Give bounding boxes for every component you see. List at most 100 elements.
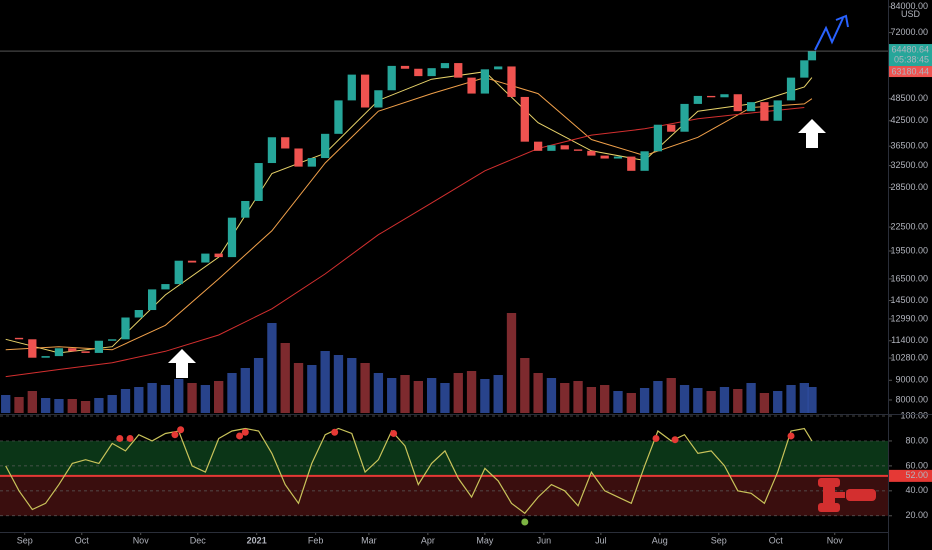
candle — [494, 66, 503, 70]
candle — [321, 133, 330, 159]
volume-bar — [14, 397, 24, 413]
x-tick-label: Mar — [361, 535, 377, 545]
volume-bar — [666, 378, 676, 413]
candle — [507, 66, 516, 97]
candle — [760, 102, 769, 121]
volume-bar — [54, 399, 64, 413]
candle — [81, 351, 90, 353]
candle — [68, 348, 77, 352]
candle — [14, 337, 24, 340]
y-tick-label: 12990.00 — [890, 313, 928, 323]
volume-bar — [373, 373, 384, 413]
signal-dot — [787, 432, 795, 440]
tool-icon — [818, 478, 876, 512]
y-tick-label: 20.00 — [905, 510, 928, 520]
y-tick-label: 14500.00 — [890, 295, 928, 305]
volume-bar — [107, 395, 117, 413]
volume-bar — [200, 385, 211, 413]
volume-bar — [466, 371, 477, 413]
volume-bar — [267, 323, 277, 413]
level-label: 52.00 — [905, 470, 928, 480]
candle — [41, 356, 50, 358]
volume-bar — [227, 373, 237, 413]
volume-bar — [120, 389, 131, 413]
signal-dot — [177, 426, 185, 434]
y-tick-label: 22500.00 — [890, 221, 928, 231]
candle — [533, 141, 543, 151]
candle — [214, 253, 223, 258]
volume-bar — [799, 383, 809, 413]
volume-bar — [440, 383, 450, 413]
moving-average — [5, 77, 813, 351]
y-tick-label: 40.00 — [905, 485, 928, 495]
tool-icon-part — [823, 486, 835, 504]
candle — [267, 137, 277, 164]
tool-icon-part — [846, 489, 876, 501]
oscillator-zone — [0, 475, 888, 516]
volume-bar — [174, 379, 184, 413]
volume-bar — [27, 391, 37, 413]
candle — [547, 145, 556, 151]
candle — [54, 348, 64, 357]
x-tick-label: 2021 — [247, 535, 267, 545]
candle — [254, 163, 263, 201]
candle — [733, 94, 742, 112]
candle — [786, 77, 796, 101]
signal-dot — [521, 518, 529, 526]
candle — [187, 260, 197, 263]
candle — [746, 102, 756, 112]
signal-dot — [236, 432, 244, 440]
candle — [587, 150, 596, 156]
candle — [427, 68, 436, 77]
candle — [613, 156, 623, 159]
y-tick-label: 16500.00 — [890, 273, 928, 283]
volume-bar — [187, 383, 197, 413]
tool-icon-part — [835, 492, 845, 498]
candle — [94, 340, 104, 353]
prev-close-label: 63180.44 — [891, 66, 929, 76]
countdown-label: 05:38:45 — [894, 54, 929, 64]
volume-bar — [160, 385, 171, 413]
candle — [773, 100, 782, 121]
candle — [294, 148, 303, 167]
candle — [480, 69, 490, 94]
signal-dot — [331, 428, 339, 436]
white-arrow — [168, 349, 196, 378]
volume-bar — [560, 383, 570, 413]
projection-arrow-head — [835, 14, 849, 28]
y-tick-label: 42500.00 — [890, 115, 928, 125]
candle — [720, 94, 729, 98]
x-tick-label: May — [476, 535, 494, 545]
candle — [573, 149, 583, 151]
candle — [400, 65, 410, 69]
candle — [467, 77, 476, 94]
volume-bar — [280, 343, 290, 413]
y-tick-label: 10280.00 — [890, 352, 928, 362]
signal-dot — [171, 431, 179, 439]
volume-bar — [387, 378, 397, 413]
volume-bar — [600, 385, 610, 413]
candle — [680, 103, 689, 132]
volume-bar — [147, 383, 157, 413]
candle — [307, 158, 316, 167]
volume-bar — [253, 358, 264, 413]
volume-bar — [80, 401, 91, 413]
candle — [414, 68, 423, 77]
volume-bar — [400, 375, 410, 413]
volume-bar — [453, 373, 463, 413]
candle — [360, 74, 370, 108]
volume-bar — [719, 387, 730, 413]
y-tick-label: 8000.00 — [895, 394, 928, 404]
x-tick-label: Aug — [652, 535, 668, 545]
volume-bar — [586, 387, 597, 413]
volume-bar — [533, 373, 543, 413]
volume-bar — [626, 393, 636, 413]
volume-bar — [67, 399, 77, 413]
projection-arrow — [814, 17, 844, 51]
candle — [28, 339, 37, 358]
x-tick-label: Jul — [595, 535, 607, 545]
candle — [121, 317, 130, 340]
x-tick-label: Jun — [537, 535, 552, 545]
candle — [347, 74, 356, 101]
y-tick-label: 60.00 — [905, 460, 928, 470]
